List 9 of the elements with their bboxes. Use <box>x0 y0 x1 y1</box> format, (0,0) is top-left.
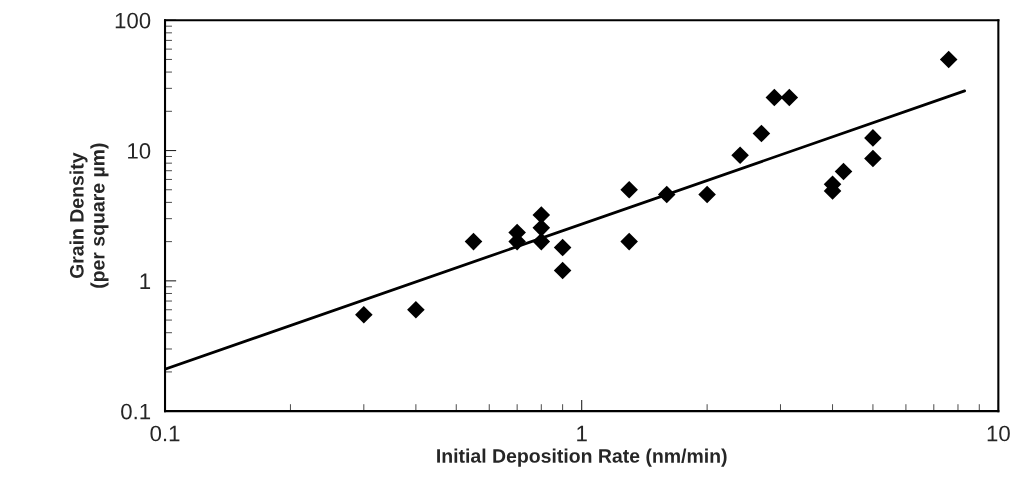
y-tick-label: 10 <box>128 143 151 159</box>
x-tick-label: 10 <box>987 425 1010 442</box>
x-tick-label: 0.1 <box>150 425 180 442</box>
y-tick-label: 0.1 <box>121 403 151 420</box>
y-tick-label: 1 <box>140 273 151 289</box>
x-tick-label: 1 <box>577 425 587 442</box>
y-tick-label: 100 <box>115 12 151 29</box>
x-axis-title: Initial Deposition Rate (nm/min) <box>437 448 727 467</box>
y-axis-title: Grain Density (per square µm) <box>69 143 109 288</box>
